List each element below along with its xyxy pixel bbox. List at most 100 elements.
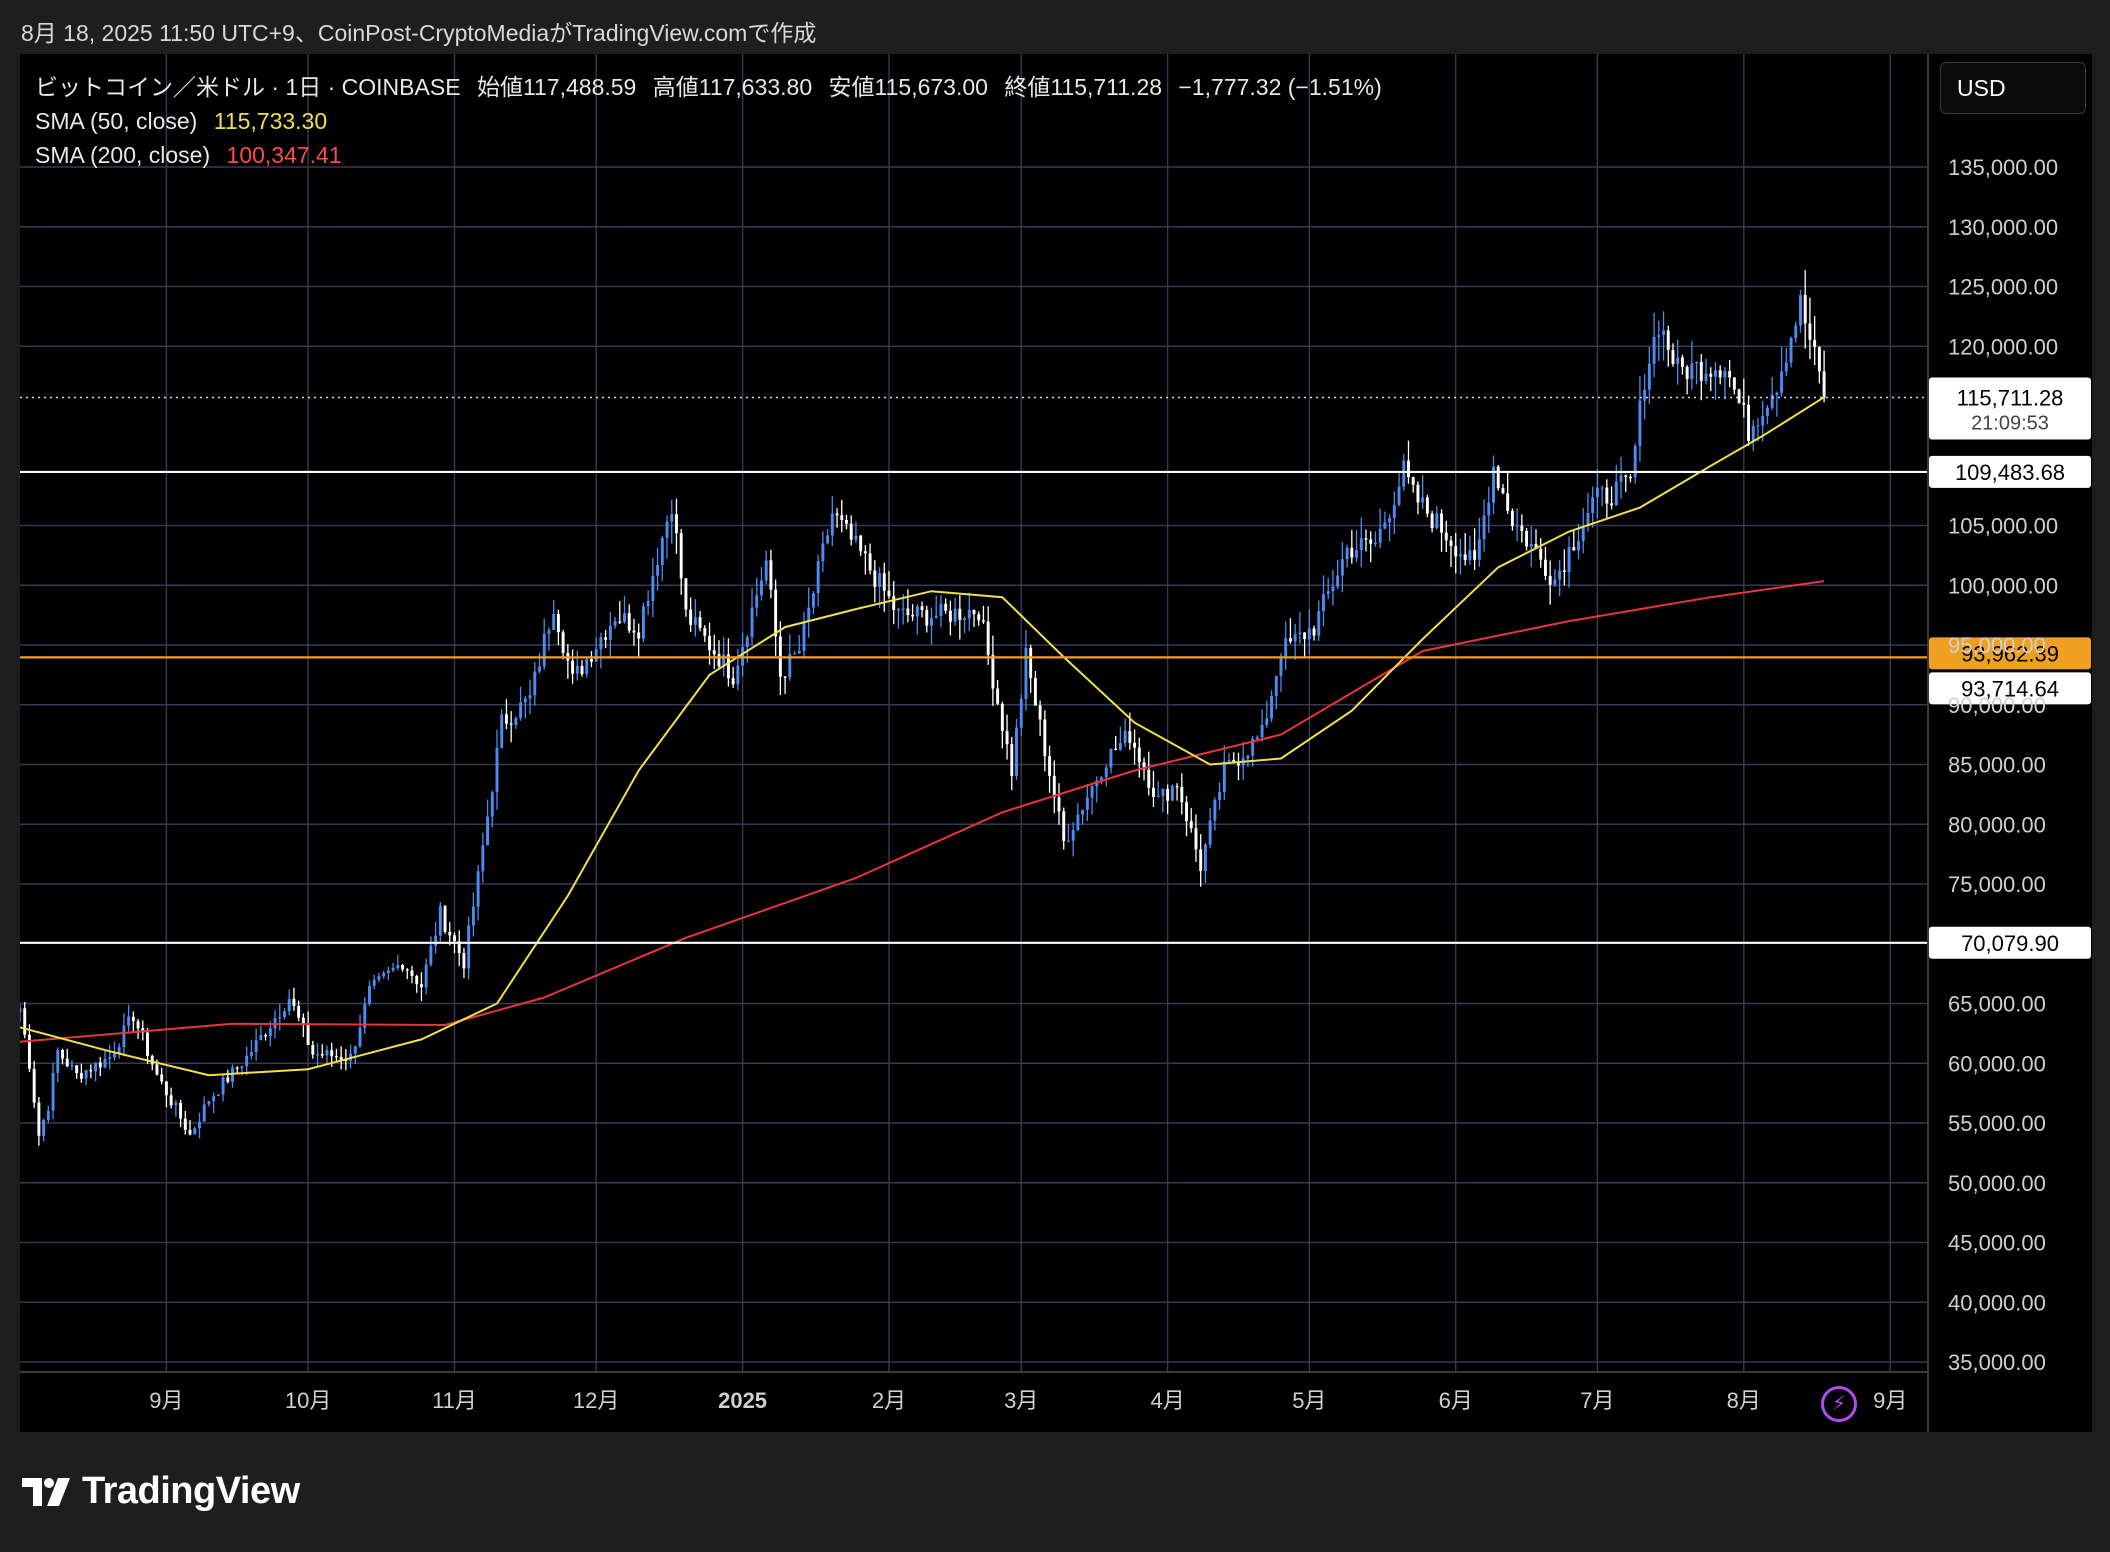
candle-body <box>504 714 508 724</box>
candle-body <box>1005 731 1009 745</box>
candle-body <box>925 609 929 626</box>
candle-body <box>283 1011 286 1018</box>
candle-body <box>377 976 381 980</box>
candle-body <box>1595 487 1599 498</box>
low-label: 安値 <box>828 74 875 100</box>
candle-body <box>405 969 409 971</box>
candle-body <box>316 1054 319 1056</box>
candle-body <box>1728 371 1732 378</box>
candle-body <box>75 1065 79 1073</box>
candle-body <box>675 514 678 534</box>
candle-body <box>358 1027 362 1047</box>
candle-body <box>306 1024 310 1046</box>
candle-body <box>1699 361 1703 381</box>
sma50-series <box>20 396 1825 1077</box>
candle-body <box>811 593 815 608</box>
countdown-text: 21:09:53 <box>1971 413 2049 435</box>
candle-body <box>1137 747 1141 763</box>
candle-body <box>20 1008 22 1013</box>
candle-body <box>1142 762 1146 770</box>
symbol-label[interactable]: ビットコイン／米ドル · 1日 · COINBASE <box>35 74 461 100</box>
candle-body <box>826 535 830 544</box>
candle-body <box>840 515 844 521</box>
candle-body <box>419 984 423 988</box>
candle-body <box>1685 366 1689 380</box>
candle-body <box>1066 840 1070 842</box>
currency-button[interactable]: USD <box>1940 62 2086 114</box>
legend-sma200-row[interactable]: SMA (200, close) 100,347.41 <box>35 138 1382 172</box>
candle-body <box>415 975 419 985</box>
time-tick-label: 8月 <box>1727 1388 1761 1413</box>
candle-body <box>646 601 650 607</box>
price-tick-label: 40,000.00 <box>1948 1290 2046 1315</box>
brand-name: TradingView <box>82 1470 300 1512</box>
candle-body <box>1246 755 1250 759</box>
chart-panel[interactable]: 109,483.68 93,962.39 93,714.64 70,079.90 115… <box>20 54 2092 1432</box>
candle-body <box>1175 786 1179 788</box>
candle-body <box>1435 513 1439 529</box>
candle-body <box>65 1058 69 1067</box>
candle-body <box>1751 425 1755 441</box>
candle-body <box>448 931 452 936</box>
candle-body <box>1213 800 1217 821</box>
candle-body <box>1799 295 1802 326</box>
candle-body <box>1336 575 1340 587</box>
candle-body <box>963 618 967 620</box>
time-tick-label: 6月 <box>1439 1388 1473 1413</box>
candle-body <box>320 1054 324 1056</box>
sma50-value: 115,733.30 <box>213 108 328 134</box>
candle-body <box>334 1056 338 1058</box>
candle-body <box>1180 786 1184 803</box>
time-tick-label: 5月 <box>1292 1388 1326 1413</box>
candle-body <box>131 1016 135 1022</box>
candle-body <box>1666 330 1670 350</box>
candle-body <box>698 617 702 629</box>
candle-body <box>1709 373 1713 377</box>
lightning-icon[interactable]: ⚡ <box>1821 1386 1857 1422</box>
candle-body <box>1614 481 1618 506</box>
legend-sma50-row[interactable]: SMA (50, close) 115,733.30 <box>35 104 1382 138</box>
candle-body <box>1270 696 1273 719</box>
candle-body <box>958 608 962 620</box>
level-label-box <box>1929 926 2091 959</box>
candle-body <box>1732 377 1736 390</box>
candle-body <box>1100 777 1103 781</box>
candle-body <box>1090 786 1094 798</box>
candle-body <box>637 632 641 639</box>
candle-body <box>1407 460 1410 478</box>
candle-body <box>174 1102 178 1106</box>
candle-body <box>641 606 645 639</box>
price-tick-label: 135,000.00 <box>1948 155 2058 180</box>
candle-body <box>1440 513 1444 533</box>
candle-body <box>774 589 778 637</box>
candle-body <box>226 1077 230 1082</box>
candle-body <box>604 637 608 640</box>
price-tick-label: 130,000.00 <box>1948 215 2058 240</box>
time-tick-label: 10月 <box>285 1388 331 1413</box>
candle-body <box>788 654 792 678</box>
candle-body <box>1114 748 1118 750</box>
candle-body <box>944 603 948 611</box>
price-tick-label: 60,000.00 <box>1948 1051 2046 1076</box>
price-chart[interactable]: 109,483.68 93,962.39 93,714.64 70,079.90 115… <box>20 54 2092 1432</box>
candle-body <box>561 632 565 653</box>
candle-body <box>51 1072 55 1111</box>
candle-body <box>1208 820 1212 845</box>
candle-body <box>1506 493 1510 511</box>
candle-body <box>1534 543 1538 549</box>
candle-body <box>240 1066 244 1069</box>
price-tick-label: 80,000.00 <box>1948 812 2046 837</box>
high-label: 高値 <box>652 74 699 100</box>
candle-body <box>1227 759 1231 762</box>
candle-body <box>150 1055 154 1065</box>
sma200-label: SMA (200, close) <box>35 142 211 168</box>
price-tick-label: 100,000.00 <box>1948 573 2058 598</box>
candle-body <box>268 1028 272 1037</box>
candle-body <box>363 1003 367 1028</box>
candle-body <box>325 1050 329 1056</box>
candle-body <box>500 714 504 748</box>
chart-caption: 8月 18, 2025 11:50 UTC+9、CoinPost-CryptoM… <box>21 20 817 46</box>
candle-body <box>1496 466 1500 489</box>
time-tick-label: 9月 <box>149 1388 183 1413</box>
candle-body <box>1704 373 1708 381</box>
